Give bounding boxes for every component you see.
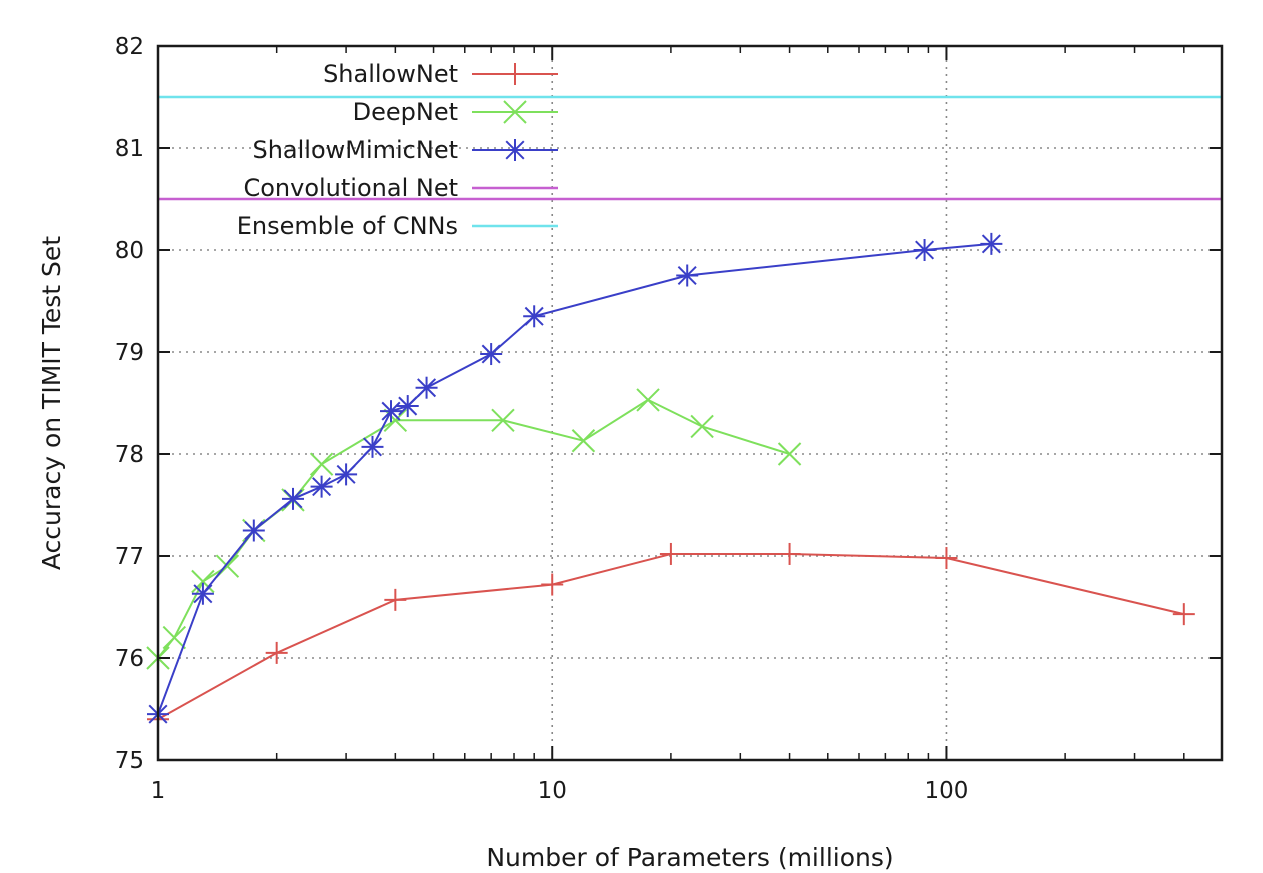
shallowmimicnet-point: [242, 519, 265, 542]
deepnet-point: [191, 569, 215, 594]
shallowmimicnet-point: [676, 264, 699, 287]
deepnet-point: [690, 414, 714, 439]
shallownet-point: [265, 641, 288, 664]
x-axis-title: Number of Parameters (millions): [486, 843, 893, 872]
legend-label-deepnet: DeepNet: [353, 98, 458, 126]
y-tick-label: 77: [115, 544, 144, 570]
shallownet-point: [541, 573, 564, 596]
shallownet-point: [659, 542, 682, 565]
shallowmimicnet-point: [361, 435, 384, 458]
legend-marker-shallowmimicnet: [504, 139, 526, 161]
shallowmimicnet-point: [191, 582, 214, 605]
legend-label-convolutional-net: Convolutional Net: [243, 174, 458, 202]
shallownet-point: [935, 547, 958, 570]
shallowmimicnet-point: [310, 475, 333, 498]
shallowmimicnet-series: [147, 232, 1003, 726]
x-tick-label: 100: [924, 778, 968, 804]
deepnet-point: [309, 452, 334, 476]
shallowmimicnet-point: [913, 239, 936, 261]
y-tick-label: 78: [115, 442, 144, 468]
y-tick-label: 80: [115, 238, 144, 264]
axis-ticks: 75 76 77 78 79 80 81 82 1 10 100: [115, 34, 1222, 804]
deepnet-point: [491, 408, 515, 433]
shallowmimicnet-point: [335, 463, 358, 486]
shallowmimicnet-point: [480, 343, 503, 366]
legend: ShallowNet DeepNet ShallowMimicNet Convolut…: [237, 60, 558, 240]
shallownet-point: [1172, 603, 1195, 626]
y-tick-label: 76: [115, 646, 144, 672]
reference-lines: [158, 95, 1222, 201]
legend-marker-deepnet: [503, 100, 527, 124]
y-tick-label: 81: [115, 136, 144, 162]
shallowmimicnet-point: [281, 487, 304, 510]
x-tick-label: 1: [151, 778, 166, 804]
grid-lines: [158, 46, 1222, 760]
y-tick-label: 75: [115, 748, 144, 774]
legend-label-ensemble-of-cnns: Ensemble of CNNs: [237, 212, 458, 240]
x-tick-label: 10: [538, 778, 567, 804]
deepnet-point: [571, 429, 596, 453]
shallowmimicnet-point: [523, 305, 546, 328]
deepnet-point: [162, 625, 187, 650]
legend-label-shallownet: ShallowNet: [323, 60, 458, 88]
shallowmimicnet-point: [380, 400, 403, 423]
plot-frame: [156, 44, 1224, 762]
legend-marker-shallownet: [504, 63, 526, 85]
shallowmimicnet-point: [415, 376, 438, 399]
deepnet-point: [636, 388, 660, 412]
shallownet-point: [778, 542, 801, 565]
series-group: [146, 232, 1195, 731]
shallowmimicnet-point: [980, 232, 1003, 255]
shallowmimicnet-point: [396, 395, 419, 418]
y-tick-label: 79: [115, 340, 144, 366]
shallownet-series: [147, 542, 1195, 731]
shallownet-line: [157, 553, 1185, 721]
shallownet-point: [384, 588, 407, 611]
legend-label-shallowmimicnet: ShallowMimicNet: [252, 136, 458, 164]
y-axis-title: Accuracy on TIMIT Test Set: [37, 236, 66, 570]
y-tick-label: 82: [115, 34, 144, 60]
deepnet-point: [777, 442, 802, 466]
